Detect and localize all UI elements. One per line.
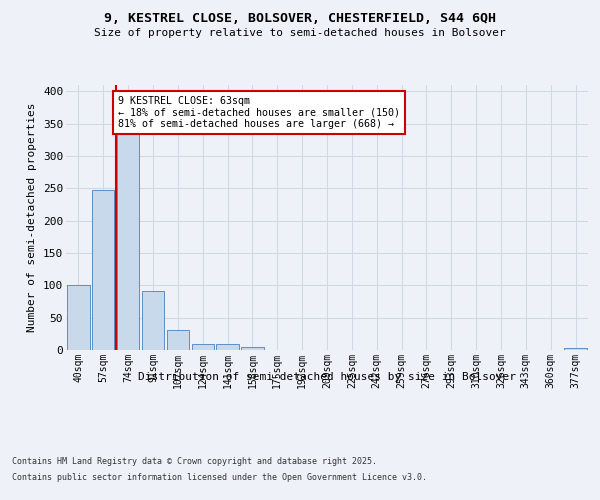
Text: 9, KESTREL CLOSE, BOLSOVER, CHESTERFIELD, S44 6QH: 9, KESTREL CLOSE, BOLSOVER, CHESTERFIELD… — [104, 12, 496, 26]
Y-axis label: Number of semi-detached properties: Number of semi-detached properties — [28, 103, 37, 332]
Bar — [565, 348, 587, 350]
Bar — [92, 190, 115, 350]
Bar — [241, 348, 263, 350]
Text: Contains public sector information licensed under the Open Government Licence v3: Contains public sector information licen… — [12, 472, 427, 482]
Text: Contains HM Land Registry data © Crown copyright and database right 2025.: Contains HM Land Registry data © Crown c… — [12, 458, 377, 466]
Text: Size of property relative to semi-detached houses in Bolsover: Size of property relative to semi-detach… — [94, 28, 506, 38]
Bar — [191, 344, 214, 350]
Bar — [142, 290, 164, 350]
Bar — [117, 130, 139, 350]
Text: Distribution of semi-detached houses by size in Bolsover: Distribution of semi-detached houses by … — [138, 372, 516, 382]
Text: 9 KESTREL CLOSE: 63sqm
← 18% of semi-detached houses are smaller (150)
81% of se: 9 KESTREL CLOSE: 63sqm ← 18% of semi-det… — [118, 96, 400, 129]
Bar — [167, 330, 189, 350]
Bar — [217, 344, 239, 350]
Bar — [67, 286, 89, 350]
